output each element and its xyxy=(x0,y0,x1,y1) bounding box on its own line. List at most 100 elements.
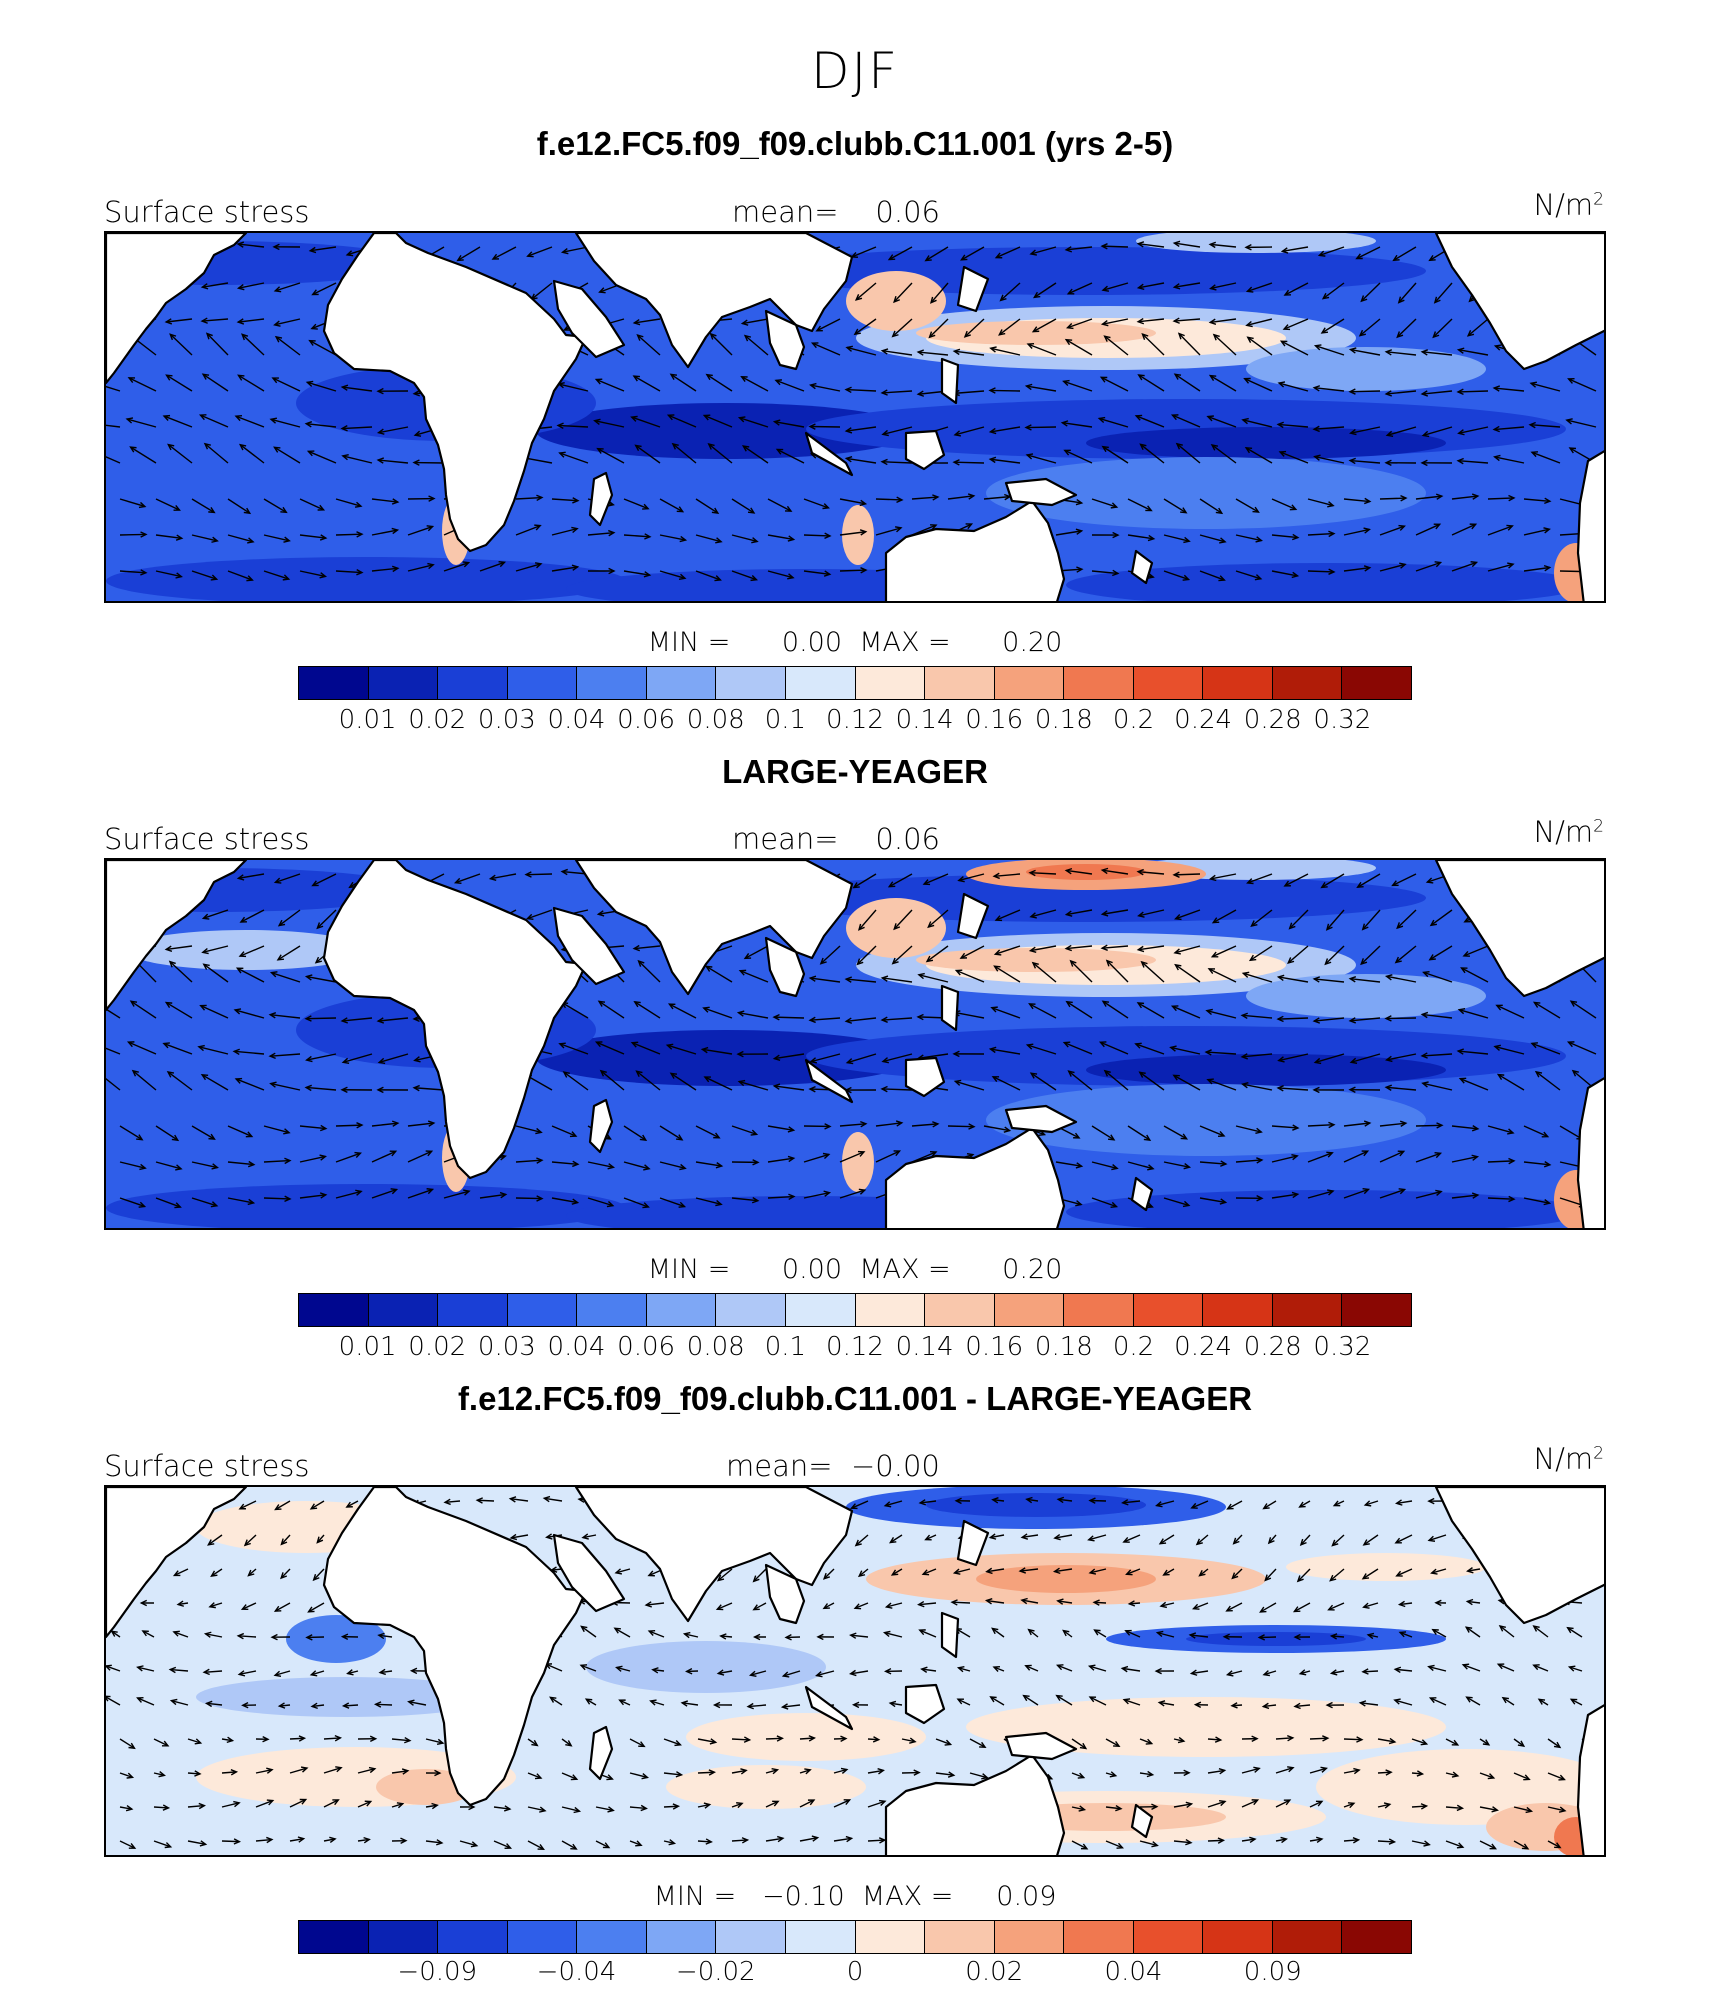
panel-1-min-value: 0.00 xyxy=(782,627,842,658)
colorbar-box xyxy=(1273,1921,1343,1953)
wind-vector xyxy=(840,570,866,571)
panel-1-mean: mean= 0.06 xyxy=(732,195,940,229)
colorbar-tick-label: 0.24 xyxy=(1174,705,1232,735)
colorbar-box xyxy=(1203,1294,1273,1326)
colorbar-box xyxy=(299,1921,369,1953)
colorbar-box xyxy=(369,1921,439,1953)
colorbar-box xyxy=(369,1294,439,1326)
panel-3-minmax: MIN = −0.10 MAX = 0.09 xyxy=(0,1881,1710,1912)
colorbar-box xyxy=(716,667,786,699)
panel-2-mean-value: 0.06 xyxy=(875,822,940,856)
colorbar-tick-label: 0.03 xyxy=(478,1332,536,1362)
colorbar-tick-label: 0.1 xyxy=(765,1332,806,1362)
panel-2-minmax: MIN = 0.00 MAX = 0.20 xyxy=(0,1254,1710,1285)
colorbar-box xyxy=(716,1294,786,1326)
colorbar-box xyxy=(299,667,369,699)
colorbar-tick-label: 0.32 xyxy=(1313,705,1371,735)
colorbar-tick-label: 0.12 xyxy=(826,705,884,735)
wind-vector xyxy=(1458,391,1488,392)
panel-3-title: f.e12.FC5.f09_f09.clubb.C11.001 - LARGE-… xyxy=(0,1380,1710,1418)
panel-2-colorbar xyxy=(298,1293,1412,1327)
colorbar-box xyxy=(1273,1294,1343,1326)
wind-vector xyxy=(120,534,146,535)
wind-vector xyxy=(876,499,902,500)
panel-1-units: N/m2 xyxy=(1533,188,1604,222)
panel-2-title: LARGE-YEAGER xyxy=(0,753,1710,791)
panel-1-colorbar xyxy=(298,666,1412,700)
colorbar-box xyxy=(577,667,647,699)
wind-vector xyxy=(990,390,1020,391)
colorbar-box xyxy=(995,1921,1065,1953)
colorbar-box xyxy=(577,1921,647,1953)
colorbar-box xyxy=(647,667,717,699)
panel-1-min-label: MIN = xyxy=(648,627,731,658)
field-band xyxy=(842,505,874,565)
colorbar-box xyxy=(1342,1921,1411,1953)
colorbar-tick-label: 0.14 xyxy=(896,705,954,735)
colorbar-tick-label: 0.2 xyxy=(1113,1332,1154,1362)
colorbar-tick-label: 0.01 xyxy=(339,1332,397,1362)
panel-1-max-label: MAX = xyxy=(859,627,950,658)
colorbar-tick-label: 0.16 xyxy=(965,1332,1023,1362)
colorbar-box xyxy=(1134,667,1204,699)
colorbar-tick-label: 0.14 xyxy=(896,1332,954,1362)
colorbar-tick-label: 0.04 xyxy=(548,705,606,735)
colorbar-box xyxy=(647,1921,717,1953)
panel-2-variable-label: Surface stress xyxy=(104,822,310,856)
field-band xyxy=(1026,864,1146,880)
colorbar-box xyxy=(508,667,578,699)
panel-3-units-sup: 2 xyxy=(1593,1443,1604,1463)
colorbar-tick-label: 0.32 xyxy=(1313,1332,1371,1362)
panel-3-min-value: −0.10 xyxy=(762,1881,845,1912)
colorbar-box xyxy=(438,1294,508,1326)
panel-1-minmax: MIN = 0.00 MAX = 0.20 xyxy=(0,627,1710,658)
wind-vector xyxy=(954,462,984,463)
colorbar-box xyxy=(786,1294,856,1326)
field-band xyxy=(686,1713,926,1761)
panel-3-max-label: MAX = xyxy=(862,1881,953,1912)
wind-vector xyxy=(948,1126,974,1127)
colorbar-box xyxy=(1134,1294,1204,1326)
colorbar-box xyxy=(786,1921,856,1953)
colorbar-box xyxy=(856,1294,926,1326)
field-band xyxy=(926,1493,1146,1517)
panel-1-mean-value: 0.06 xyxy=(875,195,940,229)
panel-2-units: N/m2 xyxy=(1533,815,1604,849)
colorbar-box xyxy=(1134,1921,1204,1953)
colorbar-box xyxy=(1342,667,1411,699)
colorbar-box xyxy=(995,1294,1065,1326)
colorbar-box xyxy=(716,1921,786,1953)
wind-vector xyxy=(264,1198,290,1199)
colorbar-box xyxy=(438,1921,508,1953)
wind-vector xyxy=(1344,1739,1362,1740)
colorbar-tick-label: 0.09 xyxy=(1244,1957,1302,1987)
panel-2-map xyxy=(104,858,1606,1230)
colorbar-box xyxy=(508,1294,578,1326)
colorbar-box xyxy=(1203,1921,1273,1953)
colorbar-tick-label: 0.12 xyxy=(826,1332,884,1362)
colorbar-box xyxy=(438,667,508,699)
panel-3-colorbar xyxy=(298,1920,1412,1954)
colorbar-tick-label: 0.08 xyxy=(687,705,745,735)
colorbar-box xyxy=(925,667,995,699)
wind-vector xyxy=(1174,874,1200,875)
colorbar-tick-label: 0 xyxy=(847,1957,864,1987)
panel-3-variable-label: Surface stress xyxy=(104,1449,310,1483)
colorbar-tick-label: 0.02 xyxy=(408,1332,466,1362)
wind-vector xyxy=(516,1198,542,1199)
panel-1-variable-label: Surface stress xyxy=(104,195,310,229)
wind-vector xyxy=(1102,246,1128,247)
field-band xyxy=(666,1765,866,1809)
colorbar-tick-label: 0.2 xyxy=(1113,705,1154,735)
colorbar-box xyxy=(925,1921,995,1953)
wind-vector xyxy=(1308,571,1334,572)
wind-vector xyxy=(306,1018,336,1019)
colorbar-box xyxy=(299,1294,369,1326)
colorbar-tick-label: −0.09 xyxy=(397,1957,477,1987)
wind-vector xyxy=(1259,1637,1276,1638)
colorbar-tick-label: 0.01 xyxy=(339,705,397,735)
panel-1-units-sup: 2 xyxy=(1593,189,1604,209)
colorbar-box xyxy=(1273,667,1343,699)
